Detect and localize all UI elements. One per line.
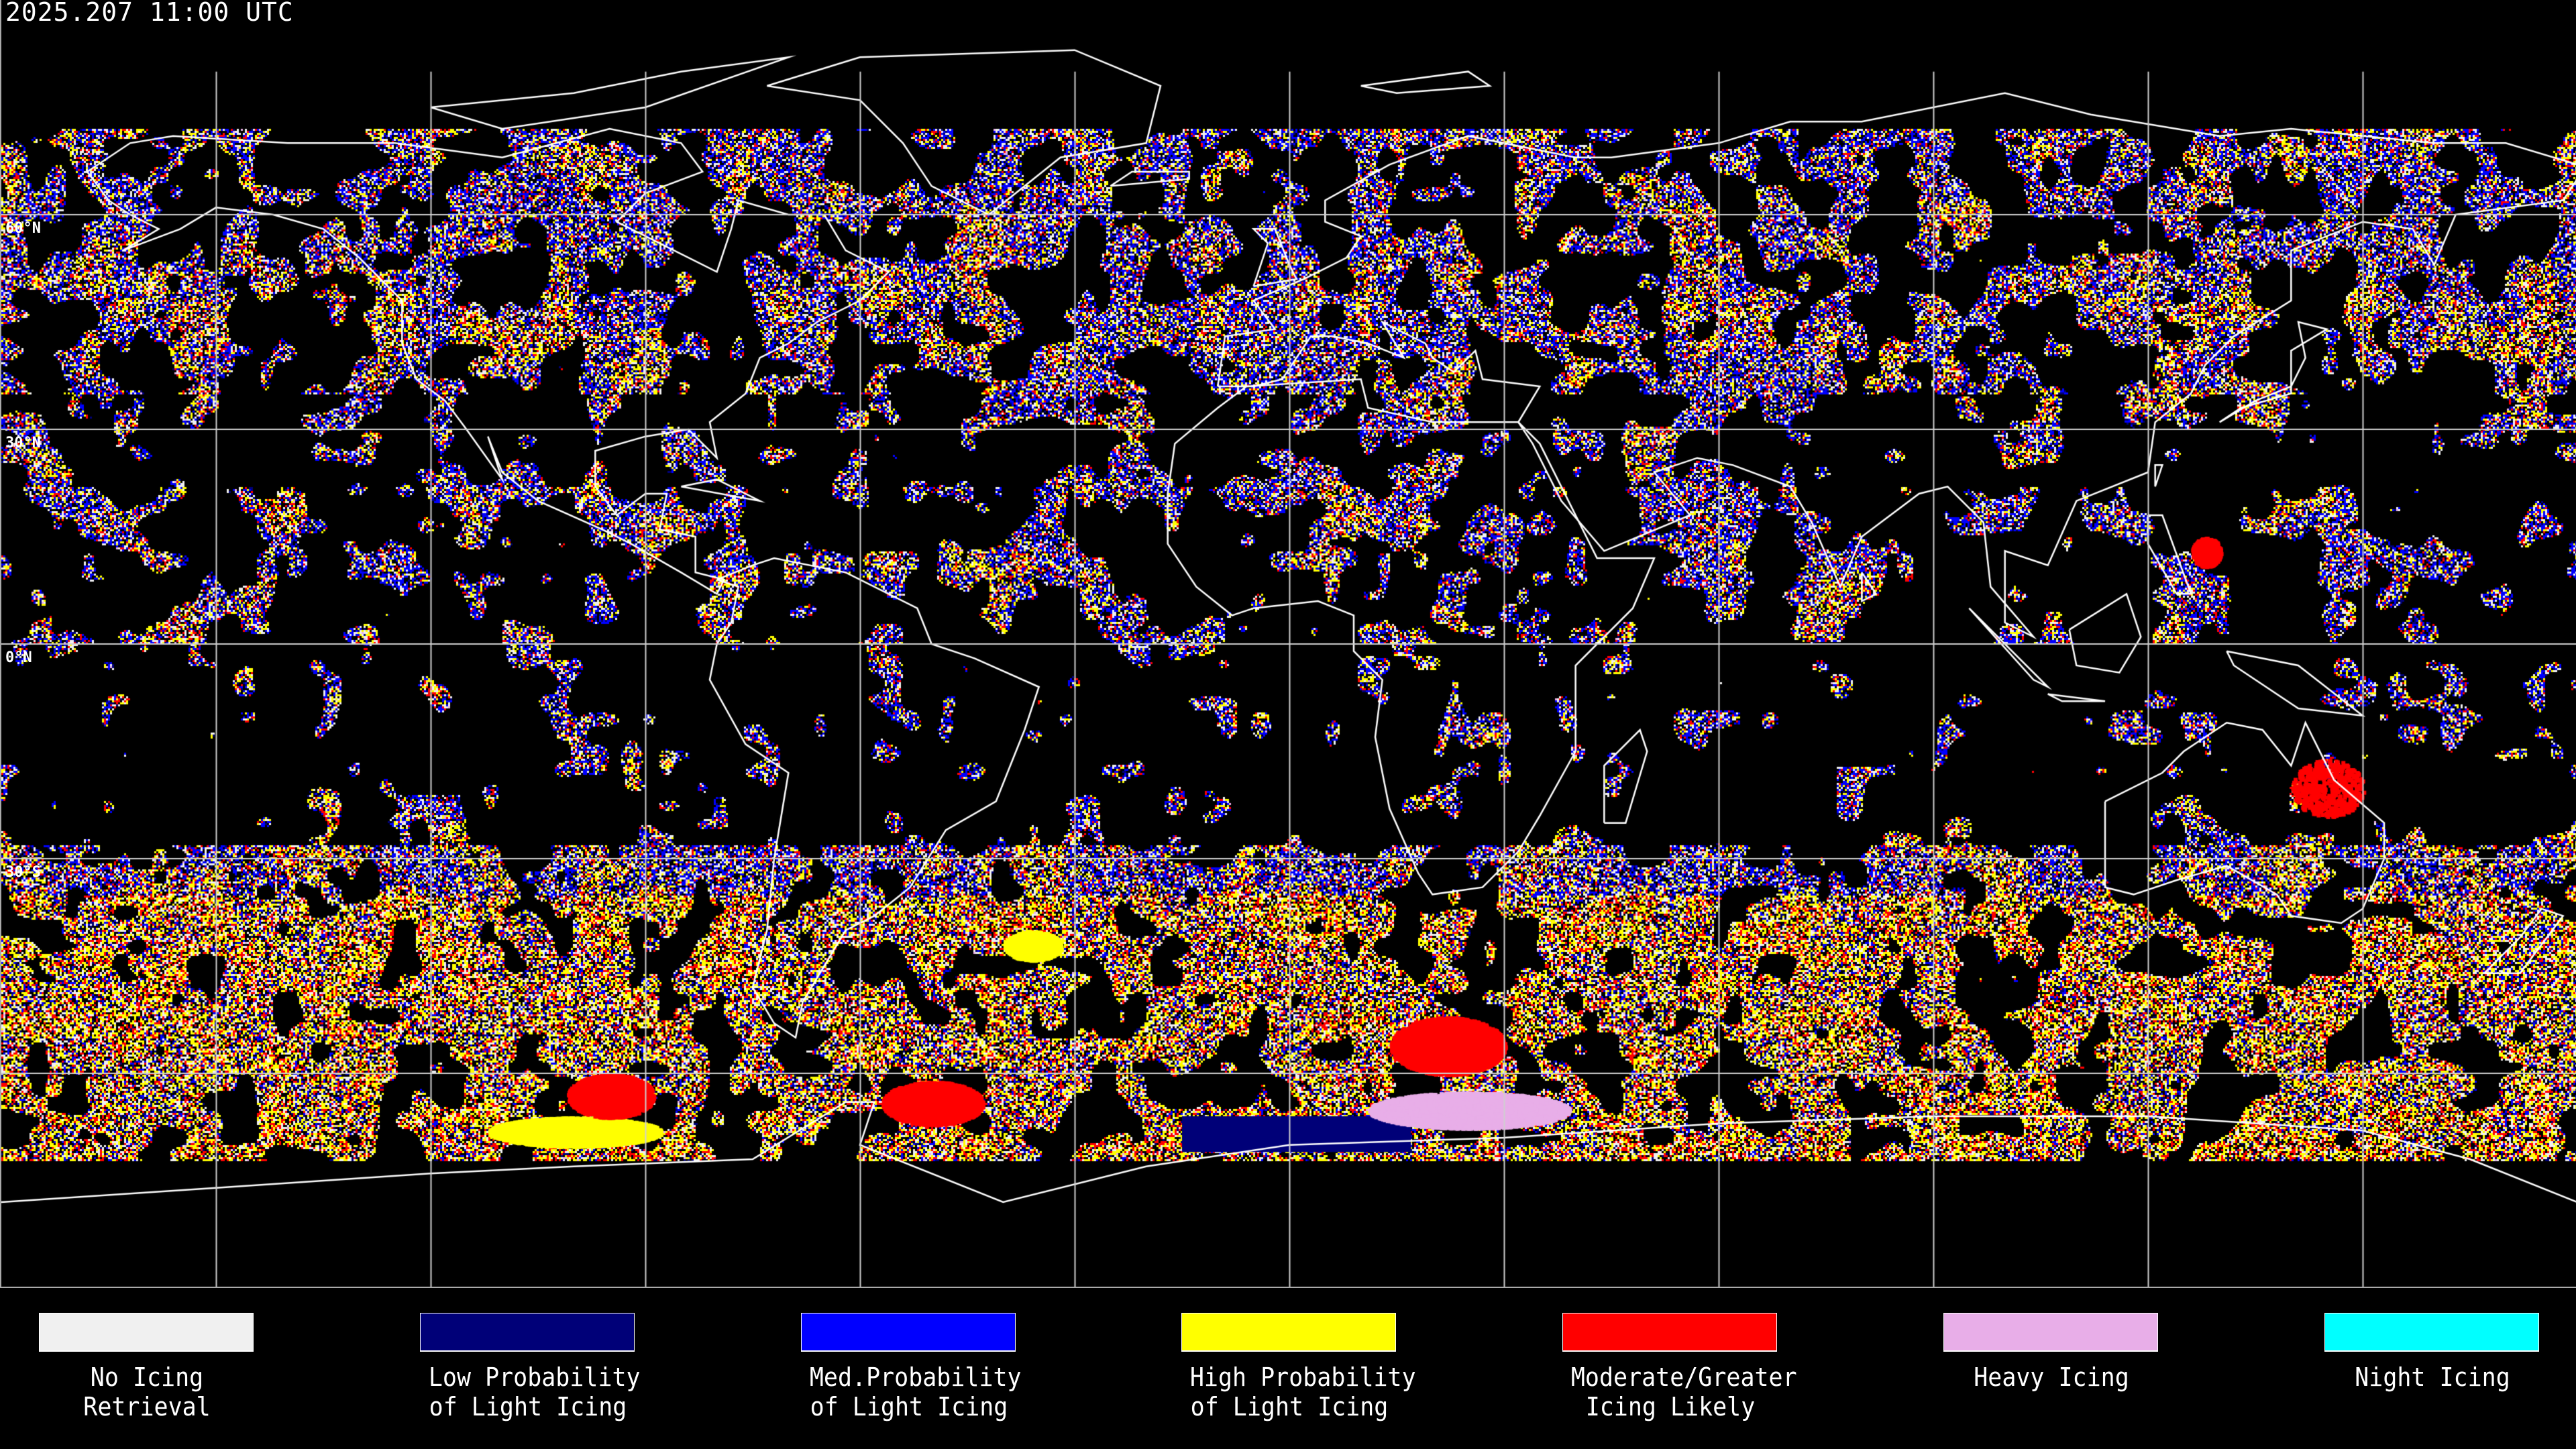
legend-swatch xyxy=(1943,1313,2158,1352)
legend-label: Med.Probability of Light Icing xyxy=(809,1362,1022,1421)
legend-label: Heavy Icing xyxy=(1974,1362,2129,1392)
legend-item-moderate: Moderate/Greater Icing Likely xyxy=(1562,1313,1797,1421)
legend-item-night: Night Icing xyxy=(2324,1313,2540,1392)
icing-map-canvas xyxy=(1,0,2576,1287)
lat-label-0: 0°N xyxy=(5,649,32,666)
legend-swatch xyxy=(39,1313,254,1352)
legend-label: High Probability of Light Icing xyxy=(1189,1362,1416,1421)
timestamp-title: 2025.207 11:00 UTC xyxy=(5,0,294,27)
legend-label: Low Probability of Light Icing xyxy=(428,1362,641,1421)
legend-divider xyxy=(0,1287,2576,1288)
legend-label: Moderate/Greater Icing Likely xyxy=(1570,1362,1797,1421)
icing-map: 2025.207 11:00 UTC 60°N 30°N 0°N 30°S xyxy=(0,0,2576,1287)
legend-swatch xyxy=(1562,1313,1777,1352)
lat-label-30s: 30°S xyxy=(5,864,41,881)
legend-item-no-icing: No Icing Retrieval xyxy=(39,1313,255,1421)
legend-item-med-prob: Med.Probability of Light Icing xyxy=(801,1313,1022,1421)
legend-swatch xyxy=(801,1313,1016,1352)
legend-label: Night Icing xyxy=(2355,1362,2510,1392)
legend-label: No Icing Retrieval xyxy=(83,1362,211,1421)
legend-swatch xyxy=(1181,1313,1396,1352)
lat-label-30n: 30°N xyxy=(5,435,41,451)
legend-swatch xyxy=(2324,1313,2539,1352)
legend-item-heavy: Heavy Icing xyxy=(1943,1313,2159,1392)
legend-swatch xyxy=(420,1313,635,1352)
legend-item-low-prob: Low Probability of Light Icing xyxy=(420,1313,641,1421)
legend-item-high-prob: High Probability of Light Icing xyxy=(1181,1313,1416,1421)
lat-label-60n: 60°N xyxy=(5,220,41,237)
